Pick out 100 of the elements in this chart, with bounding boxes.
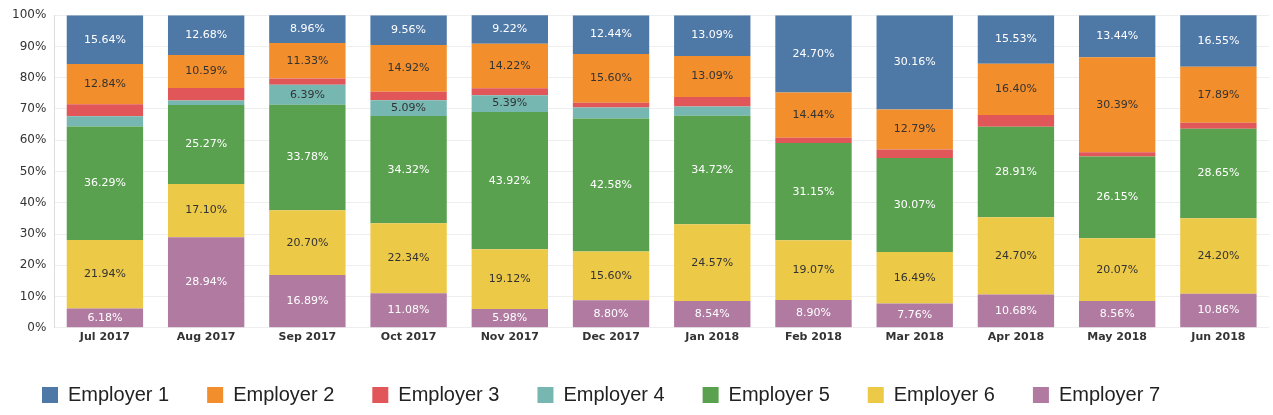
y-tick-label: 10%	[19, 288, 47, 303]
legend-label: Employer 5	[728, 382, 830, 405]
bar	[370, 223, 447, 294]
data-label: 10.59%	[185, 64, 228, 78]
bar	[370, 293, 447, 328]
data-label: 13.09%	[691, 28, 734, 42]
data-label: 28.91%	[994, 164, 1037, 178]
bar	[775, 137, 852, 143]
data-label: 30.16%	[893, 55, 936, 69]
bar	[977, 114, 1055, 127]
bar	[269, 210, 346, 275]
bar	[876, 15, 953, 110]
legend-label: Employer 2	[233, 382, 335, 405]
bar	[269, 84, 346, 105]
data-label: 17.89%	[1197, 87, 1240, 101]
bar	[167, 183, 245, 238]
bar	[370, 45, 447, 92]
data-label: 26.15%	[1096, 190, 1139, 204]
data-label: 8.56%	[1099, 307, 1135, 321]
data-label: 17.10%	[185, 203, 228, 217]
bar	[1180, 128, 1257, 219]
bar	[66, 64, 144, 105]
data-label: 12.44%	[590, 27, 633, 41]
y-tick-label: 50%	[19, 163, 47, 178]
bar	[775, 142, 852, 241]
data-label: 14.92%	[387, 61, 430, 75]
y-tick-label: 0%	[27, 319, 47, 334]
data-label: 30.39%	[1096, 97, 1139, 111]
bar	[1180, 66, 1257, 123]
data-label: 19.07%	[792, 263, 835, 277]
bar	[1078, 301, 1156, 328]
bar	[674, 115, 751, 225]
data-label: 8.90%	[796, 306, 831, 320]
data-label: 10.68%	[994, 303, 1037, 317]
data-label: 13.09%	[691, 69, 734, 83]
data-label: 15.60%	[590, 268, 633, 282]
x-tick-label: Jan 2018	[684, 330, 740, 344]
data-label: 16.40%	[994, 82, 1037, 96]
data-label: 19.12%	[488, 272, 531, 286]
bar	[1078, 152, 1156, 157]
data-label: 5.09%	[391, 100, 427, 114]
x-tick-label: Mar 2018	[885, 330, 944, 344]
bar	[572, 15, 650, 55]
bar	[876, 149, 953, 158]
data-label: 5.98%	[492, 311, 528, 325]
bar	[167, 88, 245, 101]
data-label: 33.78%	[286, 150, 329, 164]
data-label: 34.72%	[691, 162, 734, 176]
bar	[674, 97, 751, 107]
x-tick-label: Jun 2018	[1190, 330, 1246, 344]
bar	[471, 112, 548, 250]
data-label: 12.68%	[185, 27, 228, 41]
bar	[370, 91, 447, 101]
data-label: 14.22%	[488, 58, 531, 72]
y-tick-label: 20%	[19, 257, 47, 272]
x-tick-label: Jul 2017	[78, 330, 130, 344]
bar	[674, 301, 751, 328]
bar	[1078, 238, 1156, 302]
bar	[977, 15, 1055, 64]
data-label: 9.22%	[492, 22, 528, 36]
bar	[572, 118, 650, 252]
data-label: 8.96%	[289, 21, 325, 35]
x-tick-label: May 2018	[1087, 330, 1147, 344]
bar	[775, 15, 852, 93]
bar	[1078, 57, 1156, 153]
bar	[1180, 122, 1257, 129]
bar	[1180, 293, 1257, 328]
data-label: 9.56%	[391, 22, 427, 36]
data-label: 16.49%	[893, 270, 936, 284]
y-tick-label: 30%	[19, 226, 47, 241]
bar	[66, 126, 144, 240]
bar	[1078, 15, 1156, 58]
data-label: 20.70%	[286, 235, 329, 249]
data-label: 24.20%	[1197, 248, 1240, 262]
bar	[775, 240, 852, 300]
x-tick-label: Nov 2017	[480, 330, 540, 344]
bar	[471, 43, 548, 89]
data-label: 15.64%	[83, 32, 126, 46]
bar	[66, 15, 144, 65]
data-label: 12.79%	[893, 122, 936, 136]
bar	[674, 56, 751, 98]
bar	[876, 252, 953, 304]
bar	[572, 300, 650, 328]
bar	[775, 92, 852, 138]
bar	[572, 54, 650, 103]
bar	[1078, 156, 1156, 239]
bar	[66, 239, 144, 309]
bar	[167, 54, 245, 89]
data-label: 11.33%	[286, 53, 329, 67]
data-label: 42.58%	[590, 177, 633, 191]
data-label: 6.18%	[87, 310, 123, 324]
x-tick-label: Apr 2018	[987, 330, 1045, 344]
bar	[269, 43, 346, 79]
data-label: 24.57%	[691, 255, 734, 269]
data-label: 20.07%	[1096, 262, 1139, 276]
y-tick-label: 40%	[19, 194, 47, 209]
bar	[876, 109, 953, 150]
data-label: 31.15%	[792, 184, 835, 198]
bar	[370, 116, 447, 224]
bar	[370, 15, 447, 46]
